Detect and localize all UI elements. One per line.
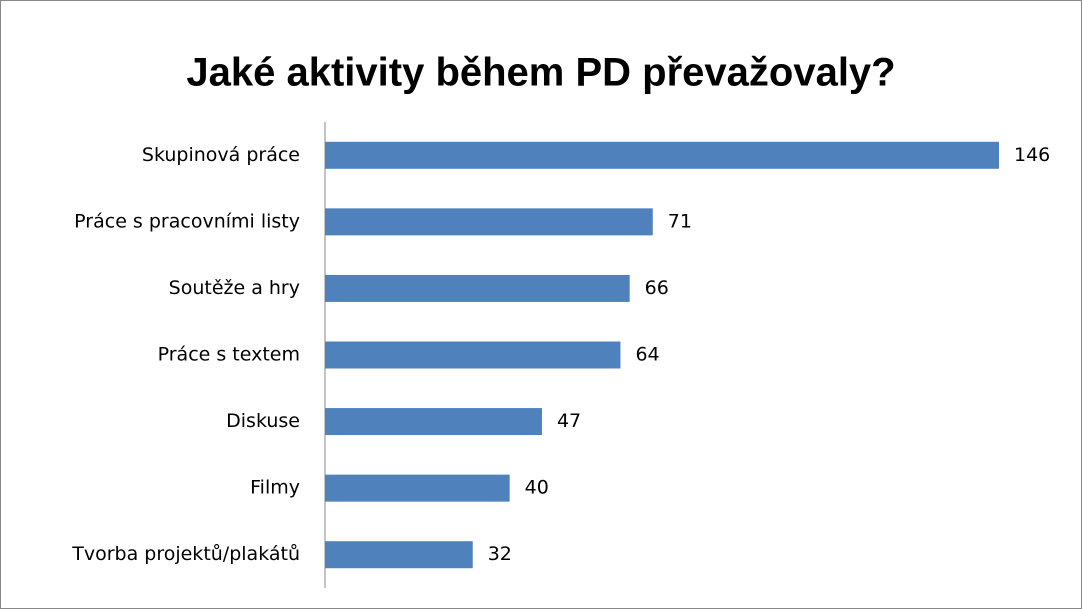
data-label: 40: [525, 477, 549, 499]
category-label: Diskuse: [226, 410, 300, 432]
category-label: Skupinová práce: [142, 144, 300, 166]
bar: [325, 341, 621, 369]
category-label: Filmy: [250, 477, 300, 499]
data-label: 146: [1014, 144, 1050, 166]
category-label: Práce s pracovními listy: [74, 210, 300, 232]
bar: [325, 208, 653, 236]
data-label: 66: [645, 277, 669, 299]
data-label: 71: [668, 210, 692, 232]
data-label: 47: [557, 410, 581, 432]
bar: [325, 541, 473, 569]
category-label: Práce s textem: [158, 344, 300, 366]
bar: [325, 141, 999, 169]
bar: [325, 408, 542, 436]
data-label: 64: [635, 344, 659, 366]
bar: [325, 474, 510, 502]
bar: [325, 274, 630, 302]
category-label: Soutěže a hry: [169, 277, 300, 299]
data-label: 32: [488, 543, 512, 565]
category-label: Tvorba projektů/plakátů: [71, 543, 300, 565]
chart-title: Jaké aktivity během PD převažovaly?: [186, 51, 895, 95]
